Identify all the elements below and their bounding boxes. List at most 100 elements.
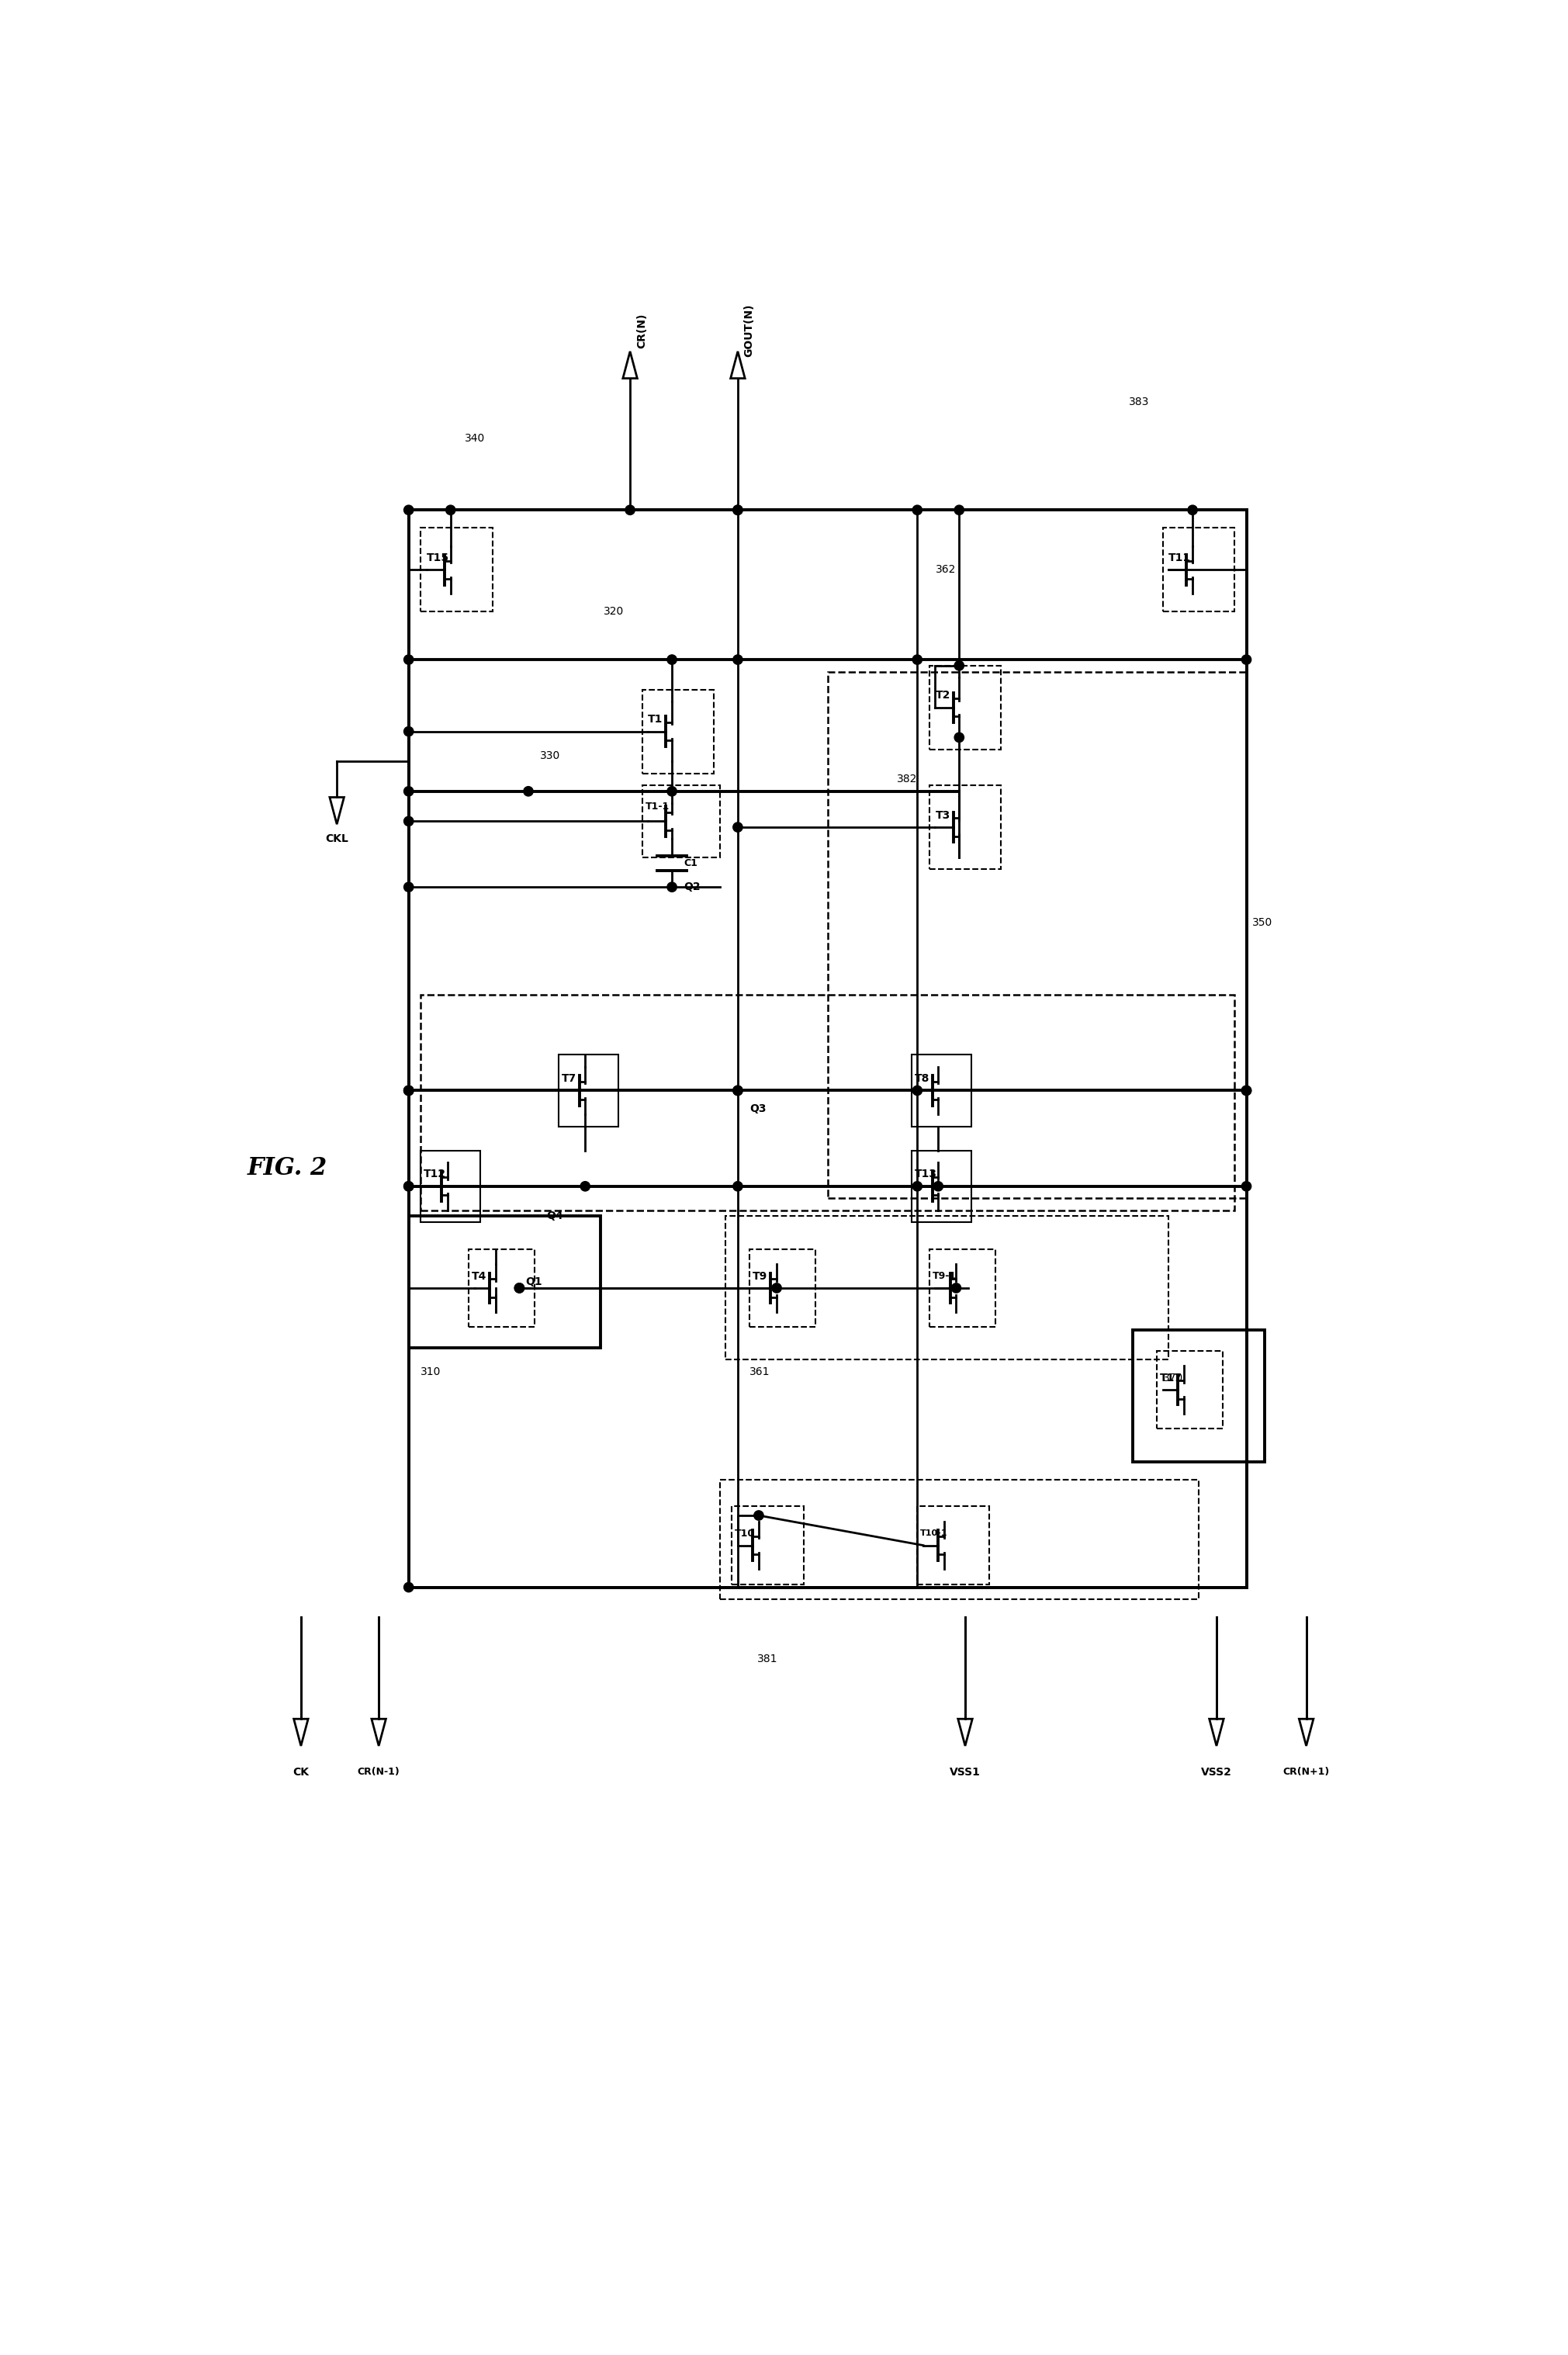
- Bar: [917, 1507, 989, 1585]
- Circle shape: [732, 1086, 743, 1095]
- Text: T13: T13: [914, 1168, 936, 1180]
- Circle shape: [514, 1283, 524, 1293]
- Circle shape: [732, 506, 743, 516]
- Text: Q2: Q2: [684, 881, 701, 893]
- Text: Q3: Q3: [750, 1102, 767, 1114]
- Circle shape: [913, 655, 922, 664]
- Bar: [1132, 1331, 1264, 1462]
- Text: T10: T10: [735, 1528, 756, 1538]
- Circle shape: [732, 506, 743, 516]
- Bar: [641, 690, 713, 772]
- Circle shape: [666, 655, 677, 664]
- Polygon shape: [293, 1719, 309, 1745]
- Circle shape: [405, 1182, 414, 1192]
- Circle shape: [913, 1182, 922, 1192]
- Text: Q1: Q1: [525, 1276, 543, 1288]
- Text: T9: T9: [753, 1272, 768, 1281]
- Polygon shape: [731, 351, 745, 379]
- Text: CR(N): CR(N): [637, 313, 648, 349]
- Circle shape: [405, 883, 414, 893]
- Text: 340: 340: [464, 433, 485, 443]
- Circle shape: [754, 1510, 764, 1521]
- Text: T17: T17: [1160, 1373, 1182, 1382]
- Circle shape: [405, 787, 414, 796]
- Text: 320: 320: [604, 605, 624, 617]
- Bar: [420, 528, 492, 612]
- Text: T12: T12: [423, 1168, 447, 1180]
- Text: CR(N+1): CR(N+1): [1283, 1766, 1330, 1778]
- Circle shape: [955, 662, 964, 671]
- Circle shape: [405, 655, 414, 664]
- Text: Q4: Q4: [546, 1210, 563, 1222]
- Polygon shape: [329, 798, 343, 824]
- Bar: [726, 1215, 1168, 1359]
- Text: 310: 310: [420, 1366, 441, 1378]
- Circle shape: [1189, 506, 1198, 516]
- Circle shape: [1242, 1182, 1251, 1192]
- Circle shape: [666, 883, 677, 893]
- Circle shape: [524, 787, 533, 796]
- Text: T8: T8: [914, 1074, 930, 1083]
- Polygon shape: [1209, 1719, 1223, 1745]
- Circle shape: [405, 1583, 414, 1592]
- Bar: [1162, 528, 1234, 612]
- Text: 330: 330: [541, 749, 561, 761]
- Bar: [911, 1055, 971, 1126]
- Bar: [409, 511, 1247, 1587]
- Bar: [641, 784, 720, 857]
- Polygon shape: [1298, 1719, 1314, 1745]
- Text: 383: 383: [1129, 398, 1149, 407]
- Polygon shape: [372, 1719, 386, 1745]
- Circle shape: [580, 1182, 590, 1192]
- Circle shape: [732, 1086, 743, 1095]
- Text: 370: 370: [1162, 1373, 1182, 1382]
- Bar: [750, 1248, 815, 1326]
- Bar: [911, 1149, 971, 1222]
- Text: FIG. 2: FIG. 2: [248, 1156, 328, 1180]
- Text: C1: C1: [684, 857, 698, 869]
- Polygon shape: [622, 351, 637, 379]
- Bar: [469, 1248, 535, 1326]
- Bar: [828, 671, 1247, 1199]
- Text: T9-1: T9-1: [933, 1272, 956, 1281]
- Circle shape: [626, 506, 635, 516]
- Text: 381: 381: [757, 1653, 778, 1665]
- Text: T15: T15: [426, 553, 448, 563]
- Circle shape: [405, 728, 414, 737]
- Text: CR(N-1): CR(N-1): [358, 1766, 400, 1778]
- Bar: [930, 1248, 996, 1326]
- Text: T2: T2: [935, 690, 950, 702]
- Text: CK: CK: [293, 1766, 309, 1778]
- Bar: [930, 784, 1000, 869]
- Text: VSS1: VSS1: [950, 1766, 980, 1778]
- Circle shape: [1242, 655, 1251, 664]
- Text: 382: 382: [897, 775, 917, 784]
- Text: 362: 362: [935, 565, 956, 575]
- Bar: [1157, 1352, 1223, 1429]
- Text: CKL: CKL: [325, 834, 348, 843]
- Circle shape: [913, 506, 922, 516]
- Circle shape: [405, 817, 414, 827]
- Text: T4: T4: [472, 1272, 486, 1281]
- Bar: [558, 1055, 618, 1126]
- Circle shape: [913, 1086, 922, 1095]
- Text: T7: T7: [561, 1074, 575, 1083]
- Text: T1-1: T1-1: [644, 801, 670, 812]
- Circle shape: [405, 1086, 414, 1095]
- Text: T3: T3: [935, 810, 950, 820]
- Text: VSS2: VSS2: [1201, 1766, 1232, 1778]
- Circle shape: [666, 787, 677, 796]
- Circle shape: [952, 1283, 961, 1293]
- Circle shape: [955, 506, 964, 516]
- Circle shape: [514, 1283, 524, 1293]
- Bar: [720, 1479, 1198, 1599]
- Circle shape: [1242, 1086, 1251, 1095]
- Text: 361: 361: [750, 1366, 770, 1378]
- Text: T11: T11: [1168, 553, 1192, 563]
- Circle shape: [955, 732, 964, 742]
- Text: 350: 350: [1253, 918, 1273, 928]
- Circle shape: [933, 1182, 942, 1192]
- Bar: [420, 994, 1234, 1210]
- Circle shape: [732, 655, 743, 664]
- Circle shape: [1242, 1086, 1251, 1095]
